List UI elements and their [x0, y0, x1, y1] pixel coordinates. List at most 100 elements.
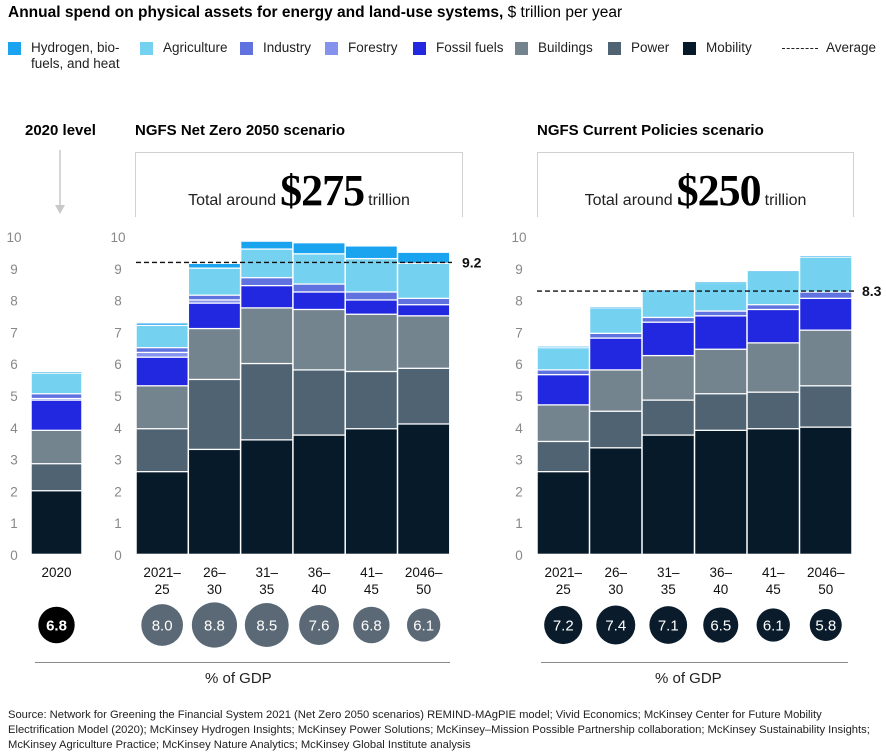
- bar-segment-buildings: [800, 330, 852, 386]
- bar-segment-power: [537, 442, 589, 472]
- gdp-percent-value: 7.4: [605, 618, 626, 635]
- bar-segment-forestry: [136, 353, 188, 357]
- gdp-percent-circle: [756, 608, 790, 642]
- x-tick-label: 45: [364, 582, 379, 597]
- bar-segment-power: [136, 429, 188, 472]
- x-tick-label: 2021–: [544, 565, 582, 580]
- bar-segment-forestry: [189, 300, 240, 303]
- bar-segment-buildings: [136, 386, 188, 429]
- legend-item-fossil-fuels: Fossil fuels: [413, 40, 504, 56]
- gdp-percent-circle: [244, 603, 289, 647]
- y-tick-label: 8: [10, 294, 18, 309]
- gdp-percent-circle: [141, 604, 183, 646]
- legend-dash-average: [782, 48, 818, 49]
- bar-segment-agriculture: [241, 249, 293, 278]
- gdp-percent-circle: [544, 605, 583, 645]
- total-box-net-zero: Total around $275 trillion: [135, 152, 463, 217]
- legend-label: Forestry: [348, 40, 398, 55]
- legend-swatch-fossil-fuels: [413, 42, 426, 55]
- bar-segment-mobility: [642, 435, 694, 554]
- bar-segment-agriculture: [800, 257, 852, 292]
- bar-segment-fossil-fuels: [590, 338, 642, 370]
- gdp-percent-circle: [299, 605, 340, 645]
- x-tick-label: 36–: [709, 565, 732, 580]
- bar-segment-mobility: [31, 491, 82, 554]
- bar-segment-agriculture: [642, 291, 694, 317]
- gdp-divider-net-zero: [35, 662, 450, 663]
- gdp-percent-value: 6.5: [710, 618, 731, 635]
- chart-title-bold: Annual spend on physical assets for ener…: [8, 4, 504, 21]
- bar-segment-fossil-fuels: [537, 375, 589, 405]
- gdp-percent-value: 7.1: [658, 618, 679, 635]
- legend-item-mobility: Mobility: [683, 40, 752, 56]
- total-suffix: trillion: [764, 191, 807, 209]
- average-label: 9.2: [462, 254, 482, 270]
- bar-segment-hydrogen-bio-fuels-and-heat: [241, 241, 293, 249]
- bar-segment-hydrogen-bio-fuels-and-heat: [537, 346, 589, 348]
- bar-segment-fossil-fuels: [241, 286, 293, 308]
- y-tick-label: 9: [114, 262, 122, 277]
- bar-segment-mobility: [136, 472, 188, 554]
- gdp-percent-circle: [809, 609, 842, 641]
- bar-segment-fossil-fuels: [31, 400, 82, 430]
- bar-segment-industry: [189, 295, 240, 300]
- bar-segment-industry: [345, 292, 397, 300]
- y-tick-label: 1: [10, 516, 18, 531]
- gdp-percent-value: 5.8: [815, 618, 836, 635]
- bar-segment-fossil-fuels: [345, 300, 397, 314]
- gdp-percent-circle: [353, 606, 390, 644]
- bar-segment-buildings: [642, 356, 694, 400]
- y-tick-label: 9: [10, 262, 18, 277]
- x-tick-label: 2046–: [807, 565, 845, 580]
- gdp-percent-value: 8.5: [256, 618, 277, 635]
- bar-segment-power: [345, 372, 397, 429]
- bar-segment-buildings: [537, 405, 589, 441]
- bar-segment-mobility: [800, 427, 852, 554]
- gdp-percent-value: 7.2: [553, 618, 574, 635]
- legend-item-agriculture: Agriculture: [140, 40, 228, 56]
- legend-item-forestry: Forestry: [325, 40, 398, 56]
- bar-segment-buildings: [241, 308, 293, 363]
- y-tick-label: 8: [114, 294, 122, 309]
- legend-swatch-hydrogen: [8, 42, 21, 55]
- legend-label: Agriculture: [163, 40, 228, 55]
- x-tick-label: 26–: [203, 565, 226, 580]
- bar-segment-mobility: [189, 450, 240, 554]
- legend-item-buildings: Buildings: [515, 40, 593, 56]
- bar-segment-mobility: [293, 435, 345, 554]
- bar-segment-agriculture: [747, 271, 799, 305]
- y-tick-label: 7: [515, 325, 523, 340]
- bar-segment-agriculture: [293, 254, 345, 284]
- legend-swatch-mobility: [683, 42, 696, 55]
- y-tick-label: 0: [10, 548, 18, 563]
- legend-item-power: Power: [608, 40, 669, 56]
- gdp-label-net-zero: % of GDP: [205, 670, 272, 687]
- legend-swatch-buildings: [515, 42, 528, 55]
- legend-item-hydrogen: Hydrogen, bio-fuels, and heat: [8, 40, 120, 72]
- x-tick-label: 45: [766, 582, 781, 597]
- x-tick-label: 35: [259, 582, 274, 597]
- bar-segment-hydrogen-bio-fuels-and-heat: [800, 256, 852, 257]
- y-tick-label: 10: [110, 230, 125, 245]
- legend-label: Industry: [263, 40, 312, 55]
- gdp-percent-circle: [596, 605, 636, 645]
- bar-segment-fossil-fuels: [189, 303, 240, 328]
- bar-segment-buildings: [398, 316, 450, 368]
- bar-segment-mobility: [747, 429, 799, 554]
- bar-segment-industry: [590, 333, 642, 338]
- y-tick-label: 2: [515, 484, 523, 499]
- gdp-percent-circle: [649, 606, 688, 644]
- bar-segment-hydrogen-bio-fuels-and-heat: [695, 282, 747, 283]
- bar-segment-power: [398, 368, 450, 424]
- y-tick-label: 5: [10, 389, 18, 404]
- bar-segment-power: [590, 411, 642, 448]
- y-tick-label: 7: [114, 325, 122, 340]
- x-tick-label: 25: [556, 582, 571, 597]
- bar-segment-fossil-fuels: [695, 316, 747, 349]
- bar-segment-mobility: [241, 440, 293, 554]
- bar-segment-buildings: [345, 314, 397, 371]
- bar-segment-fossil-fuels: [747, 310, 799, 343]
- bar-segment-buildings: [695, 349, 747, 394]
- x-tick-label: 25: [155, 582, 170, 597]
- bar-segment-buildings: [293, 310, 345, 370]
